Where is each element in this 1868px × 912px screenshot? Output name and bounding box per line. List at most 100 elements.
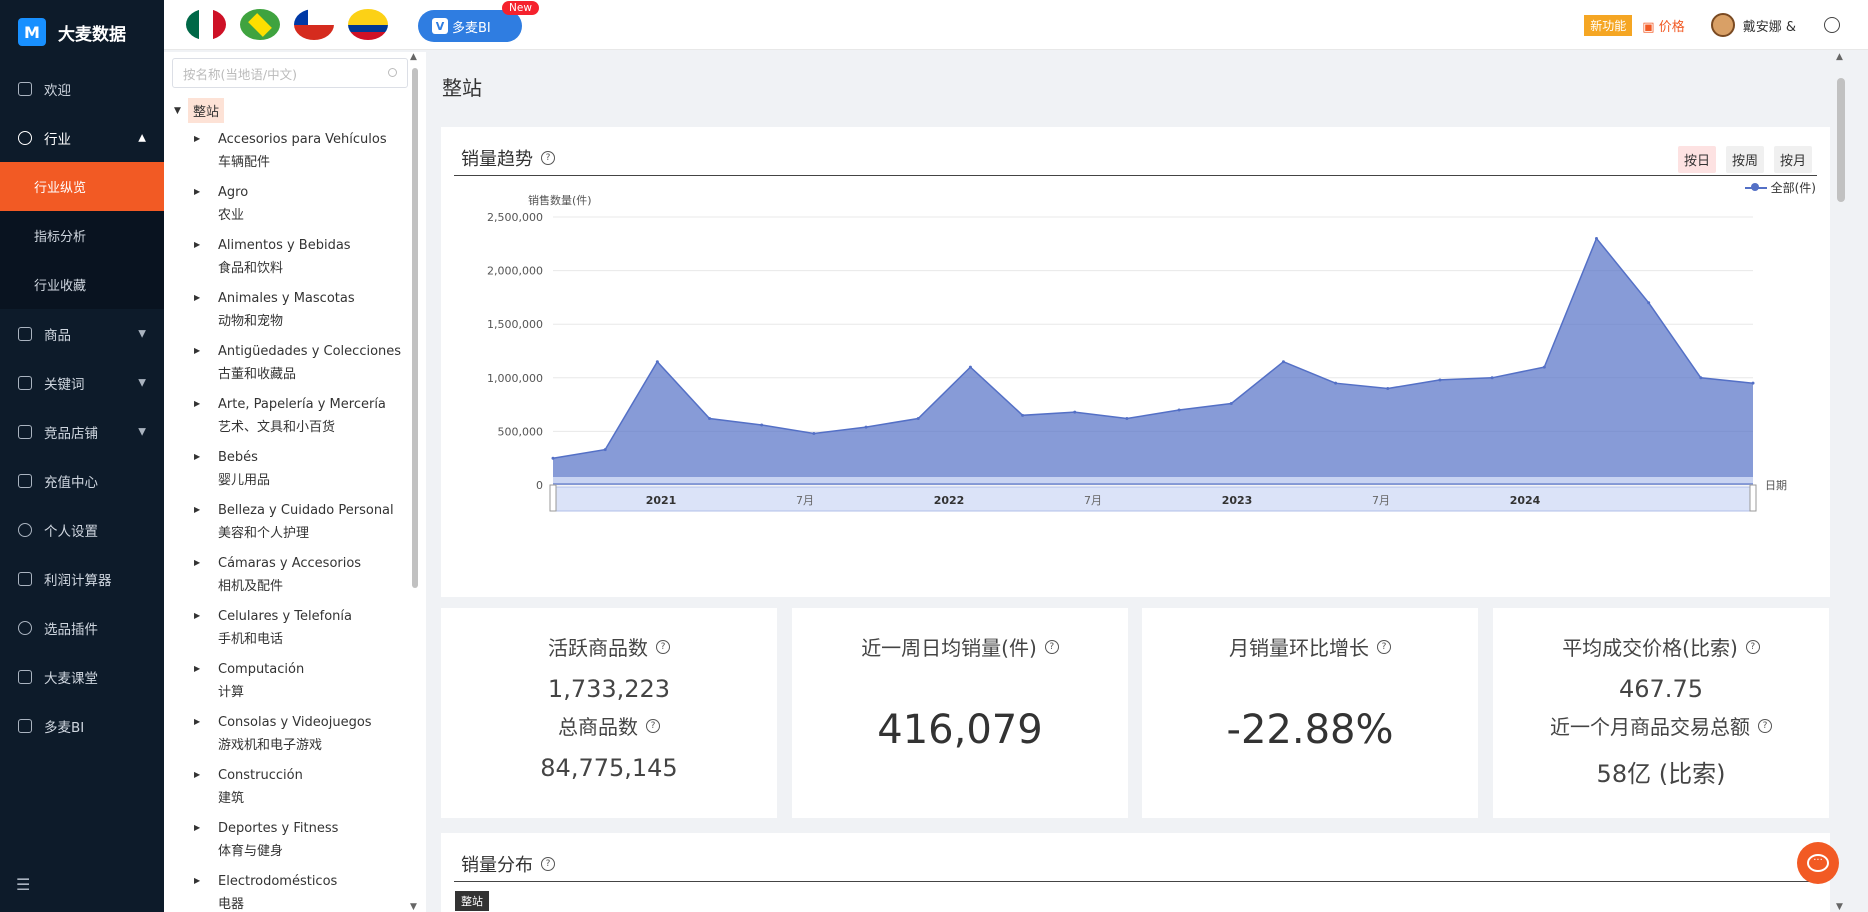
tree-item[interactable]: ▶ Consolas y Videojuegos 游戏机和电子游戏 [194,711,404,764]
scroll-up-icon[interactable]: ▲ [410,52,417,62]
tree-item[interactable]: ▶ Belleza y Cuidado Personal 美容和个人护理 [194,499,404,552]
caret-right-icon[interactable]: ▶ [194,876,201,885]
caret-right-icon[interactable]: ▶ [194,770,201,779]
sales-trend-title-text: 销量趋势 [461,149,533,170]
tree-item-label-zh: 体育与健身 [218,844,284,859]
tree-item[interactable]: ▶ Accesorios para Vehículos 车辆配件 [194,128,404,181]
main-scrollbar[interactable]: ▲ ▼ [1834,52,1848,912]
distribution-scope-tag[interactable]: 整站 [455,891,489,911]
scroll-up-icon[interactable]: ▲ [1836,52,1843,62]
nav-item-course[interactable]: 大麦课堂 [0,652,164,701]
scroll-down-icon[interactable]: ▼ [1836,902,1843,912]
range-daily-button[interactable]: 按日 [1677,146,1716,173]
nav-subitem-industry-favorites[interactable]: 行业收藏 [34,279,87,294]
nav-label: 竞品店铺 [44,425,98,442]
tree-root[interactable]: ▼ 整站 [174,98,225,123]
tree-item[interactable]: ▶ Deportes y Fitness 体育与健身 [194,817,404,870]
nav-item-recharge[interactable]: 充值中心 [0,456,164,505]
avatar[interactable] [1710,13,1735,37]
chart-legend[interactable]: 全部(件) [1744,179,1816,196]
recharge-icon [18,473,32,488]
caret-right-icon[interactable]: ▶ [194,611,201,620]
bi-button-label: 多麦BI [452,20,491,36]
nav-item-profit-calculator[interactable]: 利润计算器 [0,554,164,603]
sales-trend-chart[interactable]: 销售数量(件) 0 500,000 1,000,000 1,500,000 2,000,0… [441,187,1830,597]
tree-item[interactable]: ▶ Agro 农业 [194,181,404,234]
tree-item[interactable]: ▶ Construcción 建筑 [194,764,404,817]
colombia-flag-icon[interactable] [348,9,388,40]
range-monthly-button[interactable]: 按月 [1773,146,1812,173]
nav-item-bi[interactable]: 多麦BI [0,701,164,750]
stat-big-value: 416,079 [877,707,1043,753]
caret-right-icon[interactable]: ▶ [194,346,201,355]
globe-icon[interactable] [1824,17,1840,33]
nav-item-products[interactable]: 商品 ▼ [0,309,164,358]
nav-item-personal-settings[interactable]: 个人设置 [0,505,164,554]
help-icon[interactable]: ? [1745,639,1760,654]
tree-scroll-thumb[interactable] [412,68,418,588]
caret-right-icon[interactable]: ▶ [194,558,201,567]
nav-item-welcome[interactable]: 欢迎 [0,64,164,113]
caret-down-icon[interactable]: ▼ [174,105,181,116]
caret-right-icon[interactable]: ▶ [194,399,201,408]
tree-item[interactable]: ▶ Animales y Mascotas 动物和宠物 [194,287,404,340]
tree-item-label-es: Bebés [218,450,258,465]
main-scroll-thumb[interactable] [1837,78,1845,202]
help-icon[interactable]: ? [656,639,670,654]
nav-subitem-metric-analysis[interactable]: 指标分析 [34,230,87,245]
tree-item[interactable]: ▶ Alimentos y Bebidas 食品和饮料 [194,234,404,287]
tree-item-label-es: Antigüedades y Colecciones [218,344,402,359]
caret-right-icon[interactable]: ▶ [194,187,201,196]
help-icon[interactable]: ? [541,857,555,871]
nav-item-keywords[interactable]: 关键词 ▼ [0,358,164,407]
stat-label: 近一个月商品交易总额? [1493,711,1829,740]
caret-right-icon[interactable]: ▶ [194,293,201,302]
caret-right-icon[interactable]: ▶ [194,452,201,461]
sales-trend-card: 销量趋势 ? 按日 按周 按月 全部(件) 销售数量(件) 0 500,000 1,0… [441,127,1830,597]
tree-root-label[interactable]: 整站 [188,98,225,123]
tree-scrollbar[interactable]: ▲ ▼ [410,52,420,912]
chile-flag-icon[interactable] [294,9,334,40]
nav-label: 商品 [44,327,71,344]
category-search-input[interactable]: 按名称(当地语/中文) [172,58,408,88]
nav-item-selection-plugin[interactable]: 选品插件 [0,603,164,652]
tree-item[interactable]: ▶ Electrodomésticos 电器 [194,870,404,912]
mexico-flag-icon[interactable] [186,9,226,40]
caret-right-icon[interactable]: ▶ [194,664,201,673]
stat-label-text: 近一个月商品交易总额 [1550,715,1750,739]
caret-right-icon[interactable]: ▶ [194,134,201,143]
tree-item[interactable]: ▶ Computación 计算 [194,658,404,711]
price-link[interactable]: ▣ 价格 [1642,19,1685,35]
tree-item[interactable]: ▶ Arte, Papelería y Mercería 艺术、文具和小百货 [194,393,404,446]
tree-item[interactable]: ▶ Cámaras y Accesorios 相机及配件 [194,552,404,605]
x-axis-label: 日期 [1765,479,1787,492]
stat-label-text: 近一周日均销量(件) [861,636,1037,660]
collapse-menu-icon[interactable]: ☰ [16,875,31,894]
bi-button[interactable]: V 多麦BI [418,10,522,42]
nav-subitem-industry-overview[interactable]: 行业纵览 [0,162,164,211]
tree-item[interactable]: ▶ Antigüedades y Colecciones 古董和收藏品 [194,340,404,393]
x-tick-label: 7月 [796,494,814,507]
help-icon[interactable]: ? [1758,718,1772,733]
caret-right-icon[interactable]: ▶ [194,717,201,726]
caret-right-icon[interactable]: ▶ [194,505,201,514]
new-feature-badge[interactable]: 新功能 [1584,14,1633,36]
help-icon[interactable]: ? [646,718,660,733]
caret-right-icon[interactable]: ▶ [194,240,201,249]
nav-item-industry[interactable]: 行业 ▲ [0,113,164,162]
stat-label: 月销量环比增长? [1142,632,1478,661]
brazil-flag-icon[interactable] [240,9,280,40]
help-icon[interactable]: ? [541,151,555,165]
nav-item-competitor-stores[interactable]: 竞品店铺 ▼ [0,407,164,456]
help-icon[interactable]: ? [1377,639,1391,654]
range-weekly-button[interactable]: 按周 [1725,146,1764,173]
caret-right-icon[interactable]: ▶ [194,823,201,832]
username[interactable]: 戴安娜 & [1742,19,1796,35]
brand[interactable]: M 大麦数据 [0,0,164,64]
scroll-down-icon[interactable]: ▼ [410,902,417,912]
chat-button[interactable]: ··· [1797,842,1839,884]
tree-item[interactable]: ▶ Bebés 婴儿用品 [194,446,404,499]
tree-item[interactable]: ▶ Celulares y Telefonía 手机和电话 [194,605,404,658]
legend-label: 全部(件) [1770,181,1816,195]
help-icon[interactable]: ? [1044,639,1059,654]
